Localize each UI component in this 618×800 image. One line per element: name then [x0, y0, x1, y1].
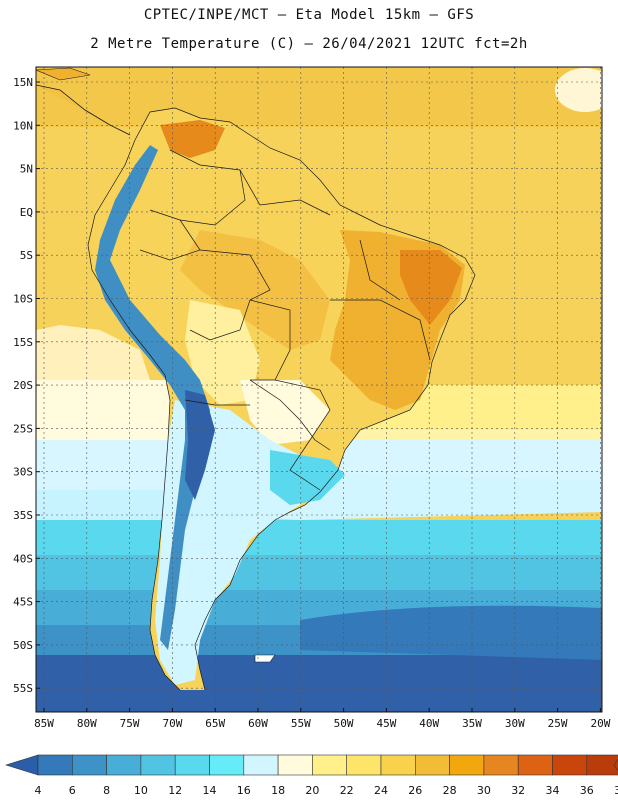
colorbar-box: [586, 754, 618, 776]
northern-warm-band: [36, 67, 602, 127]
colorbar-label: 4: [35, 784, 42, 797]
colorbar-box: [449, 754, 485, 776]
colorbar-box: [346, 754, 382, 776]
colorbar-labels: 4 6 8 10 12 14 16 18 20 22 24 26 28 30 32 34 36 38: [35, 784, 618, 797]
colorbar-label: 10: [134, 784, 148, 797]
lon-label: 20W: [590, 717, 610, 730]
latitude-labels: 15N 10N 5N EQ 5S 10S 15S 20S 25S 30S 35S 40S 45S 50S 5…: [13, 76, 40, 695]
colorbar-box: [277, 754, 313, 776]
lon-label: 80W: [77, 717, 97, 730]
map-title-line1: CPTEC/INPE/MCT – Eta Model 15km – GFS: [143, 7, 475, 23]
warm-spot-northeast: [555, 68, 602, 112]
colorbar-label: 8: [103, 784, 110, 797]
temperature-map: 15N 10N 5N EQ 5S 10S 15S 20S 25S 30S 35S 40S 45S 50S 5…: [13, 66, 611, 730]
cold-eddy: [300, 605, 602, 660]
northeast-very-hot: [400, 250, 462, 325]
colorbar-label: 16: [237, 784, 251, 797]
colorbar-label: 24: [374, 784, 388, 797]
lat-label: 35S: [13, 509, 33, 522]
lat-label: 25S: [13, 422, 33, 435]
pacific-pale-area: [36, 380, 170, 445]
lat-label: 50S: [13, 639, 33, 652]
colorbar-label: 18: [271, 784, 285, 797]
cold-band-2: [36, 555, 602, 590]
lat-label: 5S: [20, 249, 33, 262]
colorbar-box: [312, 754, 347, 776]
lat-label: 45S: [13, 596, 33, 609]
lat-label: 10N: [13, 119, 33, 132]
lat-label: 15S: [13, 336, 33, 349]
lon-label: 45W: [376, 717, 396, 730]
amazon-warm: [180, 230, 330, 350]
lon-label: 60W: [248, 717, 268, 730]
lat-label: 40S: [13, 552, 33, 565]
lat-label: 20S: [13, 379, 33, 392]
colorbar-arrow-low: [4, 754, 39, 776]
colorbar-label: 6: [69, 784, 76, 797]
lat-label: 10S: [13, 293, 33, 306]
lat-label: 5N: [20, 163, 33, 176]
colorbar-box: [517, 754, 553, 776]
colorbar-box: [72, 754, 107, 776]
colorbar-label: 30: [477, 784, 491, 797]
colorbar-label: 22: [340, 784, 354, 797]
lon-label: 40W: [419, 717, 439, 730]
cold-band-1: [36, 520, 602, 555]
graticule: [36, 67, 602, 712]
colorbar-box: [106, 754, 142, 776]
lon-label: 75W: [120, 717, 140, 730]
colorbar-label: 38: [614, 784, 618, 797]
map-content: [36, 67, 602, 712]
colorbar-label: 32: [511, 784, 525, 797]
colorbar-box: [209, 754, 245, 776]
lon-label: 85W: [34, 717, 54, 730]
lon-label: 70W: [162, 717, 182, 730]
andes-cold-ridge: [95, 145, 210, 650]
colorbar: 4 6 8 10 12 14 16 18 20 22 24 26 28 30 32 34 36 38: [4, 754, 618, 797]
falkland-islands: [254, 654, 276, 663]
colorbar-box: [483, 754, 519, 776]
colorbar-box: [243, 754, 279, 776]
colorbar-boxes: [4, 754, 618, 776]
venezuela-hot: [160, 120, 225, 158]
lon-label: 35W: [462, 717, 482, 730]
pacific-light-area: [36, 325, 150, 380]
longitude-labels: 85W 80W 75W 70W 65W 60W 55W 50W 45W 40W 35W 30W 25W 2…: [34, 708, 611, 730]
colorbar-label: 20: [305, 784, 319, 797]
colorbar-box: [37, 754, 73, 776]
colorbar-label: 26: [408, 784, 422, 797]
lat-label: 55S: [13, 682, 33, 695]
colorbar-label: 28: [443, 784, 457, 797]
colorbar-box: [174, 754, 210, 776]
central-america: [36, 84, 131, 136]
colorbar-label: 36: [580, 784, 594, 797]
colorbar-box: [380, 754, 416, 776]
lat-label: 15N: [13, 76, 33, 89]
coldest-band: [36, 655, 602, 712]
uruguay-cool: [270, 450, 345, 505]
lat-label: 30S: [13, 466, 33, 479]
lon-label: 50W: [334, 717, 354, 730]
colorbar-box: [552, 754, 588, 776]
caribbean-islands: [36, 67, 91, 81]
colorbar-label: 12: [168, 784, 182, 797]
lat-label: EQ: [20, 206, 33, 219]
lon-label: 30W: [505, 717, 525, 730]
colorbar-box: [140, 754, 176, 776]
colorbar-label: 34: [546, 784, 560, 797]
country-borders: [87, 107, 476, 691]
lon-label: 55W: [291, 717, 311, 730]
lon-label: 65W: [205, 717, 225, 730]
lon-label: 25W: [548, 717, 568, 730]
andes-coldest: [185, 390, 215, 500]
colorbar-label: 14: [203, 784, 217, 797]
map-frame: [35, 66, 603, 713]
colorbar-box: [414, 754, 450, 776]
chaco-pale: [240, 380, 330, 445]
map-title-line2: 2 Metre Temperature (C) – 26/04/2021 12U…: [90, 36, 528, 52]
